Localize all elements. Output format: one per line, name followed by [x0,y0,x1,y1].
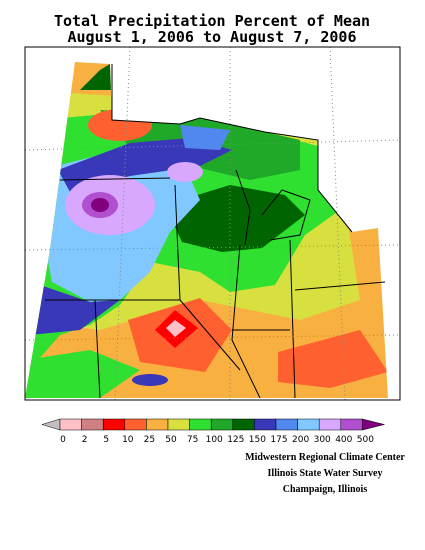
legend-label: 150 [249,435,266,445]
legend-label: 25 [144,435,155,445]
legend-label: 10 [122,435,134,445]
legend-swatch [59,418,82,431]
legend: 0 2 5 10 25 50 75 100 125 150 175 200 300 400 500 [41,418,385,445]
credit-line: Midwestern Regional Climate Center [245,452,405,463]
legend-label: 100 [206,435,223,445]
legend-label: 0 [60,435,66,445]
legend-swatch [340,418,363,431]
legend-swatch [275,418,298,431]
legend-label: 5 [103,435,109,445]
graticule [24,46,401,401]
legend-swatch [167,418,190,431]
legend-below [41,418,61,431]
legend-swatch [102,418,126,431]
legend-label: 300 [314,435,331,445]
legend-swatch [318,418,342,431]
legend-label: 175 [270,435,287,445]
legend-label: 200 [292,435,309,445]
credit-line: Champaign, Illinois [283,484,368,495]
credit-line: Illinois State Water Survey [268,468,383,479]
boundaries [45,64,386,399]
legend-swatch [189,418,212,431]
legend-above [362,418,385,431]
subtitle: August 1, 2006 to August 7, 2006 [68,28,357,46]
legend-swatch [254,418,277,431]
legend-label: 50 [165,435,177,445]
legend-label: 75 [187,435,198,445]
legend-swatch [232,418,255,431]
legend-swatch [146,418,169,431]
legend-swatch [81,418,104,431]
legend-label: 400 [335,435,352,445]
map-frame [24,46,401,401]
legend-swatch [297,418,320,431]
legend-label: 500 [357,435,374,445]
title: Total Precipitation Percent of Mean [54,12,370,30]
legend-swatch [210,418,234,431]
legend-swatch [124,418,147,431]
legend-label: 125 [227,435,244,445]
legend-label: 2 [82,435,88,445]
